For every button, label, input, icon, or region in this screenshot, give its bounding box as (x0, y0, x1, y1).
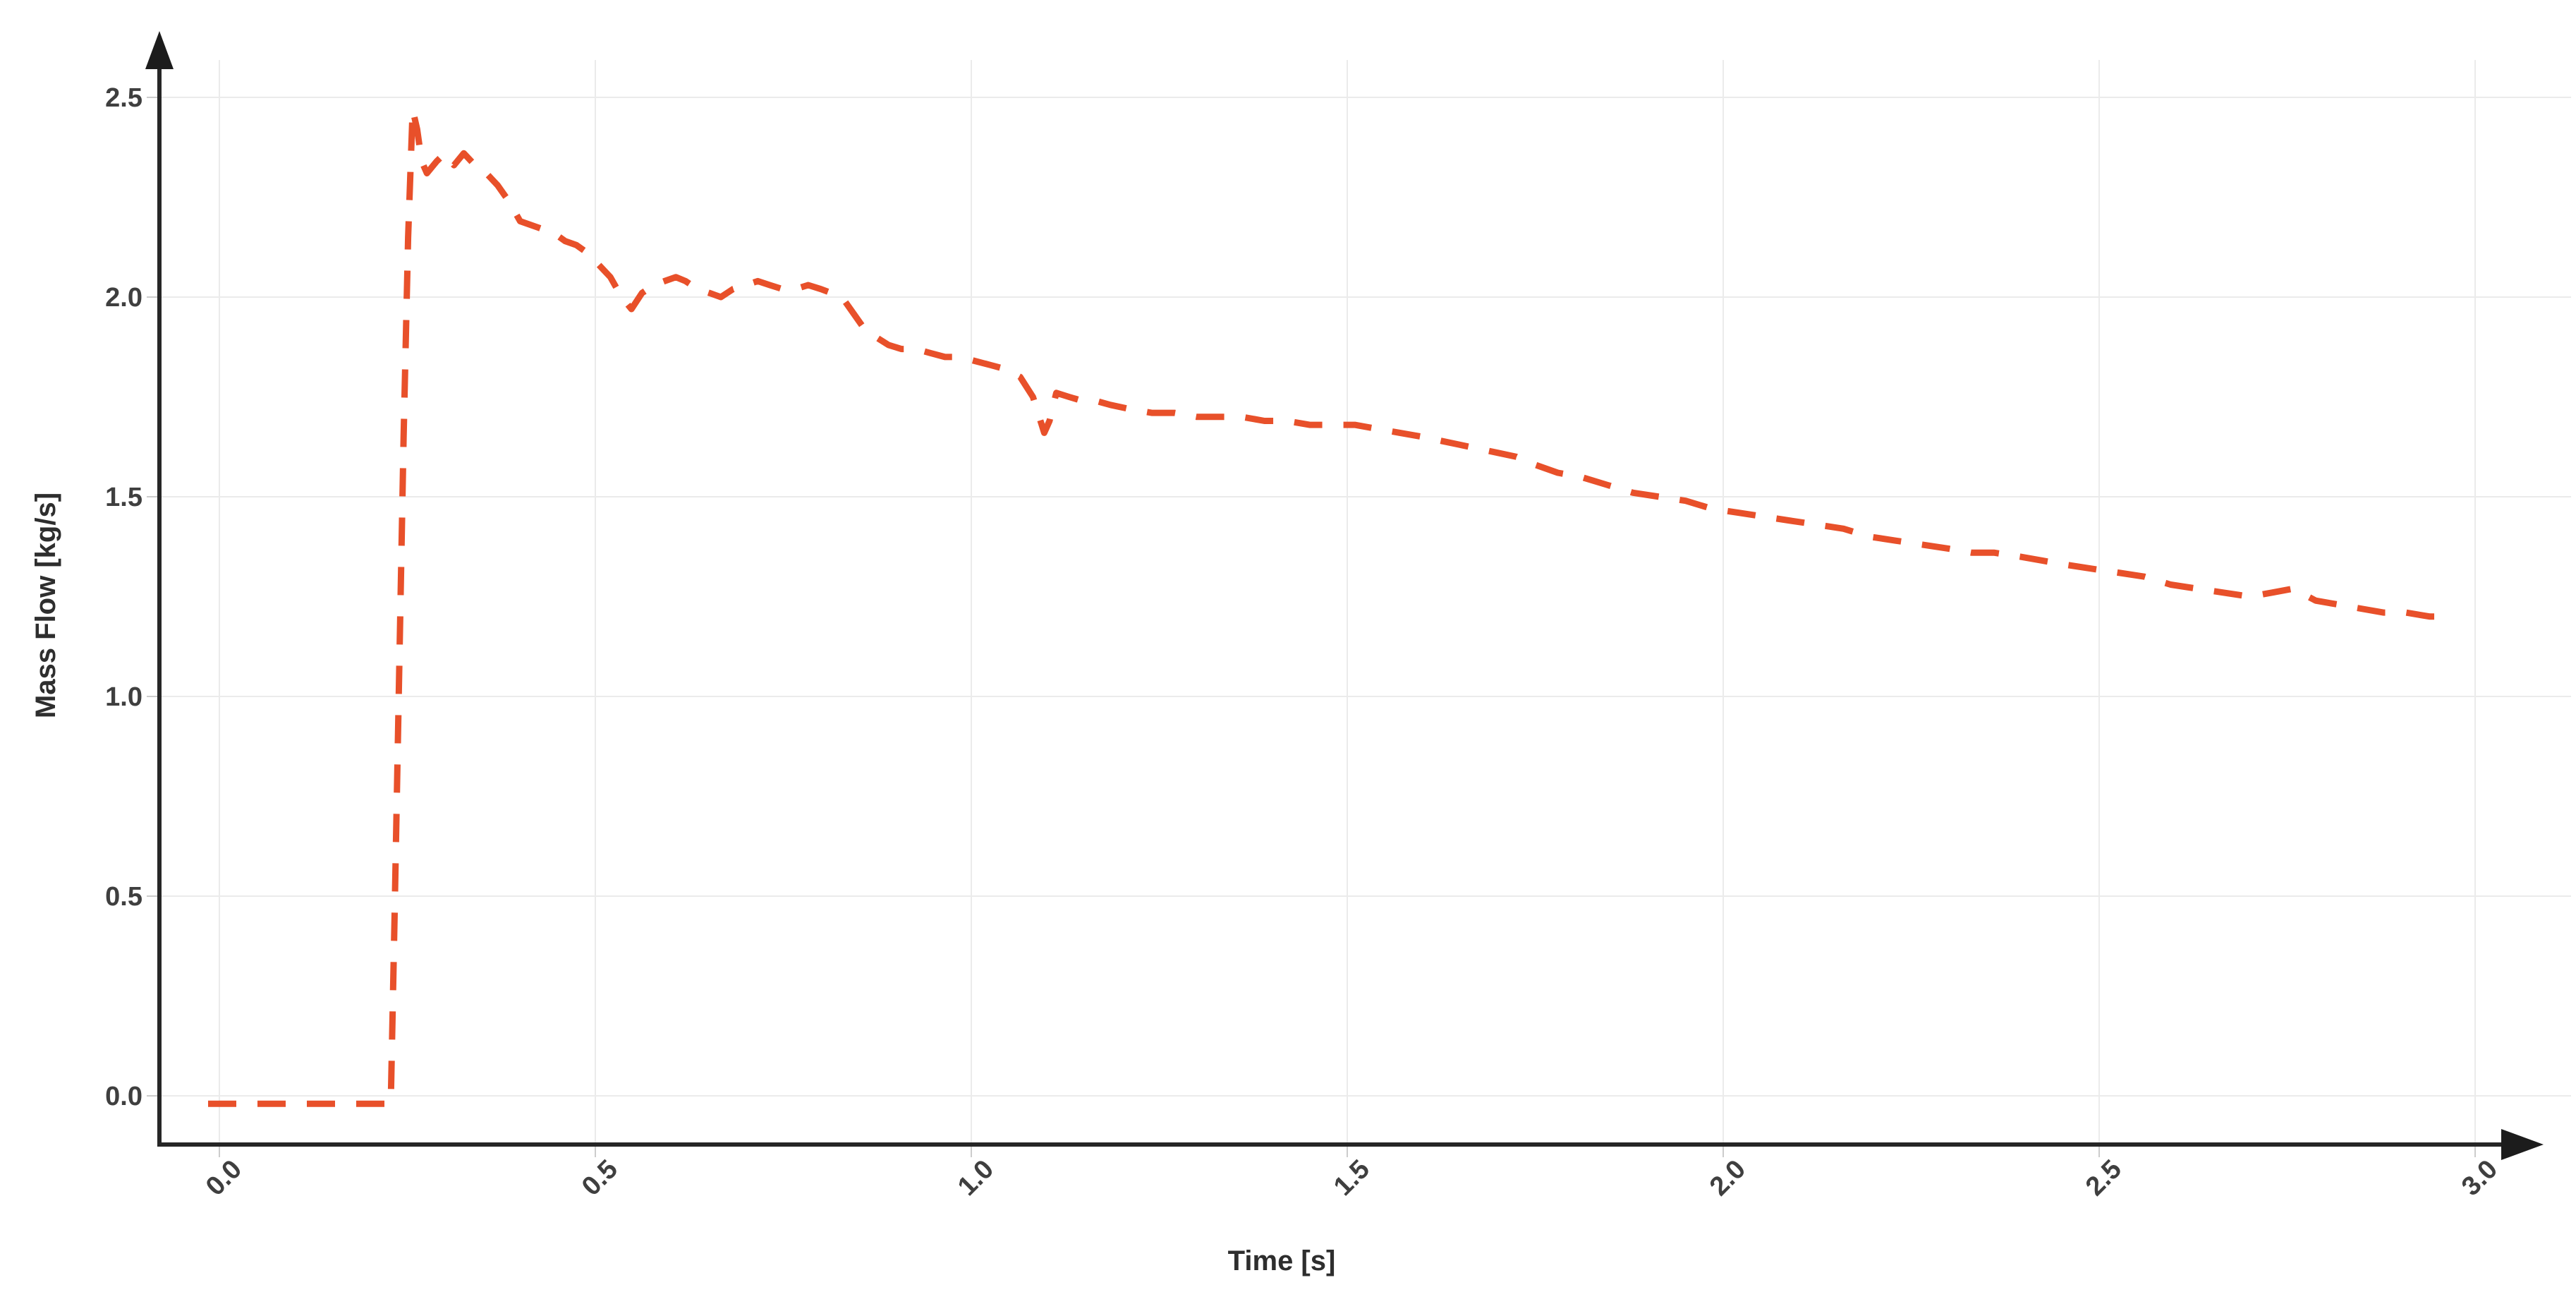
x-axis-title: Time [s] (1228, 1245, 1336, 1276)
axes (145, 31, 2544, 1160)
y-tick-label: 0.0 (105, 1082, 142, 1111)
x-tick-label: 1.5 (1328, 1154, 1375, 1202)
y-tick-label: 2.0 (105, 283, 142, 313)
y-tick-label: 2.5 (105, 83, 142, 113)
series-lines (208, 106, 2453, 1107)
y-tick-label: 1.0 (105, 682, 142, 712)
x-axis-arrowhead-icon (2501, 1129, 2544, 1160)
x-tick-label: 3.0 (2456, 1154, 2503, 1202)
x-tick-label: 0.0 (200, 1154, 248, 1202)
mass-flow-series-line (208, 106, 2453, 1107)
x-tick-label: 0.5 (576, 1154, 624, 1202)
y-axis-title: Mass Flow [kg/s] (30, 493, 61, 718)
x-tick-label: 2.5 (2080, 1154, 2127, 1202)
y-tick-label: 1.5 (105, 483, 142, 512)
tick-labels: 0.0 0.5 1.0 1.5 2.0 2.5 0.0 0.5 1.0 1.5 2.0 2.5 3.0 (105, 83, 2503, 1202)
y-tick-label: 0.5 (105, 882, 142, 912)
y-axis-arrowhead-icon (145, 31, 174, 69)
x-tick-label: 2.0 (1704, 1154, 1751, 1202)
gridlines (159, 60, 2571, 1145)
x-tick-label: 1.0 (952, 1154, 1000, 1202)
tick-marks (147, 97, 2476, 1157)
